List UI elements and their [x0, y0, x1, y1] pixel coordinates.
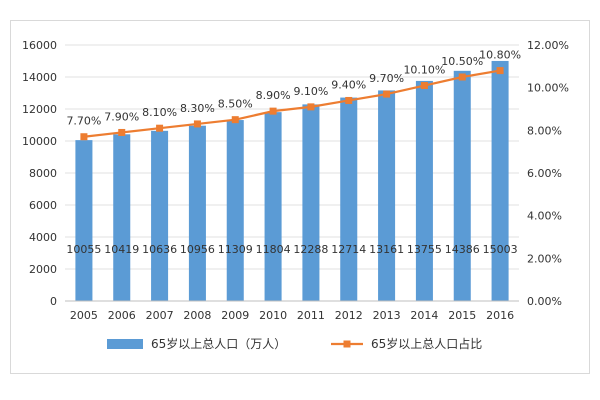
legend-bar-swatch: [107, 339, 143, 349]
line-point: [193, 120, 201, 128]
line-point: [383, 90, 391, 98]
bar: [302, 104, 320, 301]
line-series: [80, 67, 504, 141]
x-tick-label: 2005: [70, 309, 98, 322]
bar-value-label: 11804: [256, 243, 291, 256]
combo-chart: 0 2000 4000 6000 8000 10000 12000 14000 16000 0.0…: [22, 39, 569, 351]
line-value-label: 10.10%: [403, 64, 445, 77]
line-point: [269, 107, 277, 115]
bar: [415, 80, 433, 301]
bar: [264, 112, 282, 301]
line-value-label: 9.70%: [369, 72, 404, 85]
x-tick-label: 2008: [183, 309, 211, 322]
line-point: [420, 82, 428, 90]
y-right-tick-label: 0.00%: [527, 295, 562, 308]
line-value-label: 7.70%: [66, 115, 101, 128]
x-tick-label: 2009: [221, 309, 249, 322]
x-tick-label: 2011: [297, 309, 325, 322]
line-value-label: 8.90%: [256, 89, 291, 102]
y-right-tick-label: 8.00%: [527, 124, 562, 137]
axes: 0 2000 4000 6000 8000 10000 12000 14000 16000 0.0…: [22, 39, 569, 322]
bar: [453, 70, 471, 301]
line-point: [307, 103, 315, 111]
x-tick-label: 2016: [486, 309, 514, 322]
y-left-tick-label: 8000: [29, 167, 57, 180]
bar: [113, 134, 131, 301]
y-right-tick-label: 6.00%: [527, 167, 562, 180]
bar: [226, 120, 244, 301]
data-labels: 10055 10419 10636 10956 11309 11804 12288 12714…: [66, 49, 521, 256]
line-point: [496, 67, 504, 75]
bar-value-label: 11309: [218, 243, 253, 256]
x-tick-label: 2006: [108, 309, 136, 322]
line-value-label: 7.90%: [104, 110, 139, 123]
bar-series: [75, 60, 509, 302]
line-value-label: 8.30%: [180, 102, 215, 115]
line-value-label: 9.10%: [293, 85, 328, 98]
y-left-tick-label: 2000: [29, 263, 57, 276]
bar-value-label: 13755: [407, 243, 442, 256]
x-tick-label: 2015: [448, 309, 476, 322]
gridlines: [65, 44, 519, 302]
y-left-tick-label: 16000: [22, 39, 57, 52]
line-point: [458, 73, 466, 81]
line-point: [231, 116, 239, 124]
bar-value-label: 13161: [369, 243, 404, 256]
y-right-tick-label: 10.00%: [527, 82, 569, 95]
bar-value-label: 10956: [180, 243, 215, 256]
bar: [491, 60, 509, 302]
y-left-tick-label: 14000: [22, 71, 57, 84]
line-point: [118, 128, 126, 136]
y-left-tick-label: 0: [50, 295, 57, 308]
bar-value-label: 10055: [66, 243, 101, 256]
bar-value-label: 10419: [104, 243, 139, 256]
bar: [378, 90, 396, 301]
line-point: [345, 96, 353, 104]
chart-frame: 0 2000 4000 6000 8000 10000 12000 14000 16000 0.0…: [10, 20, 590, 374]
line-point: [156, 124, 164, 132]
legend: 65岁以上总人口（万人） 65岁以上总人口占比: [107, 336, 482, 351]
x-tick-label: 2013: [373, 309, 401, 322]
line-value-label: 8.10%: [142, 106, 177, 119]
bar: [151, 130, 169, 301]
bar-value-label: 12714: [331, 243, 366, 256]
y-right-tick-label: 12.00%: [527, 39, 569, 52]
line-value-label: 9.40%: [331, 78, 366, 91]
y-right-tick-label: 4.00%: [527, 210, 562, 223]
line-value-label: 10.80%: [479, 49, 521, 62]
bar-value-label: 12288: [293, 243, 328, 256]
legend-line-label: 65岁以上总人口占比: [371, 336, 482, 351]
legend-line-marker: [343, 340, 351, 348]
y-right-tick-label: 2.00%: [527, 252, 562, 265]
bar-value-label: 10636: [142, 243, 177, 256]
x-tick-label: 2014: [410, 309, 438, 322]
bar-value-label: 15003: [483, 243, 518, 256]
line-path: [83, 69, 501, 138]
bar: [75, 140, 93, 301]
line-value-label: 10.50%: [441, 55, 483, 68]
y-left-tick-label: 12000: [22, 103, 57, 116]
x-tick-label: 2007: [146, 309, 174, 322]
bar: [188, 125, 206, 301]
x-tick-label: 2010: [259, 309, 287, 322]
x-tick-label: 2012: [335, 309, 363, 322]
line-value-label: 8.50%: [218, 98, 253, 111]
y-left-tick-label: 6000: [29, 199, 57, 212]
y-left-tick-label: 4000: [29, 231, 57, 244]
bar: [340, 97, 358, 302]
y-left-tick-label: 10000: [22, 135, 57, 148]
line-point: [80, 133, 88, 141]
legend-bar-label: 65岁以上总人口（万人）: [151, 336, 286, 351]
bar-value-label: 14386: [445, 243, 480, 256]
